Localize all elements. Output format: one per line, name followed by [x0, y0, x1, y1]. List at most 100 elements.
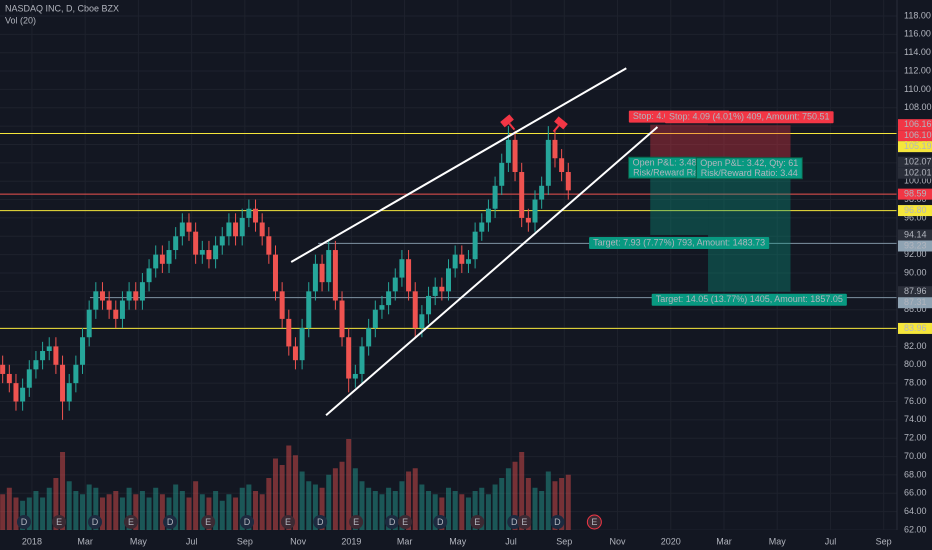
candle-body [219, 236, 225, 246]
volume-bar [292, 455, 298, 530]
candle-body [465, 259, 471, 264]
candle-body [386, 291, 392, 306]
volume-bar [253, 491, 259, 530]
candle-body [319, 263, 325, 283]
candle-body [40, 351, 46, 361]
volume-bar [472, 491, 478, 530]
candle-body [6, 373, 12, 384]
candles [0, 126, 571, 420]
event-marker [163, 515, 178, 529]
rr-label: Risk/Reward Ratio: 3.44 [701, 168, 798, 178]
price-marker-label: 106.10 [904, 130, 932, 140]
y-tick-label: 108.00 [904, 102, 932, 112]
candle-body [372, 309, 378, 329]
candle-body [246, 208, 252, 218]
price-marker [898, 229, 932, 241]
price-marker [898, 167, 932, 179]
candle-body [119, 300, 125, 319]
chart-title: NASDAQ INC, D, Cboe BZX [5, 3, 119, 13]
volume-bar [492, 484, 498, 530]
price-marker [898, 188, 932, 200]
candle-body [406, 259, 412, 292]
volume-bar [559, 478, 565, 530]
candle-body [352, 373, 358, 379]
candle-body [213, 245, 219, 260]
volume-bar [53, 478, 59, 530]
candle-body [20, 387, 26, 402]
candle-body [80, 337, 86, 365]
candle-body [292, 346, 298, 361]
volume-bar [206, 497, 212, 530]
price-marker-label: 93.23 [904, 240, 927, 250]
price-marker [898, 130, 932, 142]
event-marker [398, 515, 413, 529]
price-marker [898, 156, 932, 168]
y-tick-label: 92.00 [904, 249, 927, 259]
volume-bar [552, 481, 558, 530]
event-marker [240, 515, 255, 529]
event-label: D [437, 517, 444, 527]
volume-bar [233, 497, 239, 530]
position-tools: Stop: 4.09 (4.01%) 409Target: 7.93 (7.77… [589, 110, 847, 306]
flag-icon [552, 116, 568, 133]
candle-body [239, 217, 245, 237]
pnl-label: Open P&L: 3.48, Qty: 6 [633, 158, 726, 168]
candle-body [326, 250, 332, 283]
candle-body [272, 254, 278, 292]
volume-bar [545, 471, 551, 530]
volume-bar [133, 494, 139, 530]
candle-body [259, 222, 265, 237]
volume-bar [173, 484, 179, 530]
time-axis [0, 530, 932, 550]
pnl-label: Open P&L: 3.42, Qty: 61 [700, 158, 798, 168]
candle-body [113, 309, 119, 319]
volume-bar [0, 494, 6, 530]
x-tick-label: May [130, 536, 148, 546]
candle-body [126, 291, 132, 301]
candle-body [53, 346, 59, 365]
volume-bar [272, 458, 278, 530]
event-marker [550, 515, 565, 529]
candle-body [525, 217, 531, 223]
y-tick-label: 72.00 [904, 433, 927, 443]
price-marker [898, 240, 932, 252]
x-tick-label: Jul [186, 536, 198, 546]
volume-bar [386, 487, 392, 530]
indicator-label: Vol (20) [5, 15, 36, 25]
x-tick-label: Mar [77, 536, 93, 546]
volume-bar [179, 491, 185, 530]
event-label: D [21, 517, 28, 527]
y-tick-label: 86.00 [904, 304, 927, 314]
volume-bar [499, 478, 505, 530]
candle-body [339, 300, 345, 338]
volume-bar [312, 484, 318, 530]
event-marker [280, 515, 295, 529]
candle-body [253, 208, 259, 223]
volume-bar [60, 452, 66, 530]
volume-bar [46, 487, 52, 530]
event-label: D [92, 517, 99, 527]
y-tick-label: 118.00 [904, 10, 931, 20]
candle-body [233, 222, 239, 237]
volume-bar [186, 497, 192, 530]
y-tick-label: 80.00 [904, 359, 927, 369]
volume-bar [40, 497, 46, 530]
y-tick-label: 68.00 [904, 469, 927, 479]
event-marker [433, 515, 448, 529]
volume-bar [99, 497, 105, 530]
volume-bar [259, 494, 265, 530]
y-tick-label: 116.00 [904, 29, 931, 39]
volume-bar [166, 497, 172, 530]
volume-bar [459, 494, 465, 530]
event-label: E [521, 517, 527, 527]
volume-bar [519, 452, 525, 530]
candle-body [472, 231, 478, 260]
stop-zone [650, 124, 709, 163]
price-marker-label: 102.01 [904, 168, 932, 178]
event-marker [16, 515, 31, 529]
volume-bar [532, 487, 538, 530]
volume-bar [319, 487, 325, 530]
x-tick-label: Nov [290, 536, 307, 546]
volume-bar [80, 494, 86, 530]
candle-body [266, 236, 272, 255]
